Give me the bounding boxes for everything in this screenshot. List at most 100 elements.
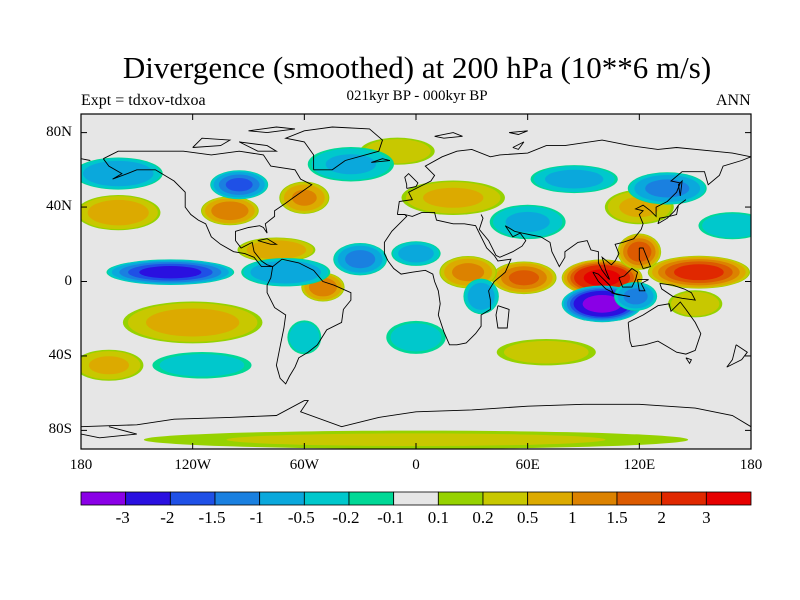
x-tick-label: 120E bbox=[623, 457, 656, 473]
x-tick-label: 180 bbox=[69, 457, 93, 473]
coastline bbox=[102, 150, 313, 268]
coastline bbox=[478, 156, 751, 280]
season-label: ANN bbox=[716, 92, 751, 109]
field-contour bbox=[289, 322, 320, 353]
colorbar-label: -2 bbox=[160, 508, 175, 527]
colorbar-label: -0.5 bbox=[287, 508, 315, 527]
field-contour bbox=[250, 260, 322, 284]
field-contour bbox=[505, 211, 550, 232]
coastline bbox=[434, 132, 463, 139]
coastline bbox=[627, 301, 702, 355]
coastline bbox=[81, 158, 91, 161]
plot-title: Divergence (smoothed) at 200 hPa (10**6 … bbox=[122, 50, 712, 85]
field-contour bbox=[390, 323, 442, 352]
coastline bbox=[657, 199, 687, 225]
y-tick-label: 80N bbox=[46, 123, 72, 140]
coastline bbox=[396, 139, 751, 215]
colorbar-swatch bbox=[80, 491, 127, 506]
x-tick-label: 120W bbox=[174, 457, 211, 473]
colorbar-label: -0.2 bbox=[332, 508, 360, 527]
colorbar-swatch bbox=[348, 491, 395, 506]
field-contour bbox=[467, 282, 495, 310]
field-contour bbox=[398, 244, 434, 263]
field-contour bbox=[139, 265, 202, 279]
coastline bbox=[677, 179, 683, 196]
y-tick-label: 40N bbox=[46, 198, 72, 215]
colorbar-swatch bbox=[527, 491, 573, 506]
field-contour bbox=[452, 263, 485, 282]
coastline bbox=[685, 357, 693, 365]
colorbar-label: -0.1 bbox=[377, 508, 405, 527]
field-contour bbox=[87, 199, 149, 226]
field-contour bbox=[88, 356, 130, 375]
colorbar-label: 0.2 bbox=[472, 508, 494, 527]
colorbar-swatch bbox=[259, 491, 305, 506]
coastline bbox=[618, 267, 639, 288]
colorbar-label: 1 bbox=[568, 508, 577, 527]
field-contour bbox=[645, 179, 690, 198]
field-contour bbox=[582, 294, 622, 313]
colorbar-swatch bbox=[169, 491, 216, 506]
coastline bbox=[638, 247, 652, 270]
field-contour bbox=[82, 160, 154, 187]
field-contour bbox=[674, 264, 724, 281]
colorbar bbox=[80, 491, 752, 506]
colorbar-label: 0.1 bbox=[427, 508, 449, 527]
coastline bbox=[659, 282, 696, 301]
colorbar-swatch bbox=[303, 491, 350, 506]
field-contour bbox=[146, 308, 240, 337]
coastline bbox=[509, 130, 528, 135]
coastline bbox=[266, 258, 352, 385]
field-contour bbox=[226, 433, 606, 447]
coastline bbox=[81, 400, 751, 428]
coastline bbox=[192, 137, 232, 148]
colorbar-swatch bbox=[125, 491, 171, 506]
field-contour bbox=[211, 201, 249, 221]
field-contour bbox=[423, 187, 484, 208]
y-tick-label: 0 bbox=[64, 272, 73, 289]
field-contour bbox=[325, 154, 376, 175]
coastline bbox=[495, 305, 510, 329]
field-contour bbox=[291, 189, 317, 206]
coastline bbox=[383, 212, 512, 346]
colorbar-swatch bbox=[482, 491, 529, 506]
field-contour bbox=[508, 270, 540, 286]
colorbar-swatch bbox=[661, 491, 707, 506]
colorbar-swatch bbox=[705, 491, 752, 506]
colorbar-swatch bbox=[616, 491, 663, 506]
coastline bbox=[284, 126, 384, 171]
x-tick-label: 0 bbox=[412, 457, 420, 473]
experiment-label: Expt = tdxov-tdxoa bbox=[81, 92, 206, 109]
coastline bbox=[726, 344, 748, 368]
field-contour bbox=[503, 340, 589, 364]
x-tick-label: 60W bbox=[289, 457, 319, 473]
y-tick-label: 80S bbox=[48, 421, 72, 438]
coastline bbox=[257, 238, 279, 245]
colorbar-label: 1.5 bbox=[606, 508, 628, 527]
colorbar-label: 0.5 bbox=[517, 508, 539, 527]
coastline bbox=[611, 292, 631, 297]
field-contour bbox=[623, 288, 648, 305]
field-contour bbox=[225, 178, 253, 192]
y-tick-label: 40S bbox=[48, 346, 72, 363]
field-contour bbox=[670, 291, 720, 316]
field-contour bbox=[246, 240, 307, 260]
subtitle: 021kyr BP - 000kyr BP bbox=[346, 88, 488, 104]
colorbar-label: 3 bbox=[702, 508, 711, 527]
colorbar-swatch bbox=[437, 491, 484, 506]
coastline bbox=[404, 172, 419, 189]
colorbar-swatch bbox=[393, 491, 439, 506]
coastlines bbox=[81, 126, 751, 439]
x-tick-label: 60E bbox=[515, 457, 540, 473]
field-contour bbox=[545, 169, 604, 189]
colorbar-label: 2 bbox=[657, 508, 666, 527]
colorbar-swatch bbox=[571, 491, 618, 506]
field-contour bbox=[159, 353, 245, 377]
coastline bbox=[248, 126, 296, 134]
axis-ticks bbox=[80, 114, 752, 449]
colorbar-label: -1.5 bbox=[198, 508, 226, 527]
coastline bbox=[238, 141, 279, 152]
coastline bbox=[81, 426, 137, 439]
colorbar-label: -3 bbox=[115, 508, 130, 527]
coastline bbox=[512, 141, 525, 150]
